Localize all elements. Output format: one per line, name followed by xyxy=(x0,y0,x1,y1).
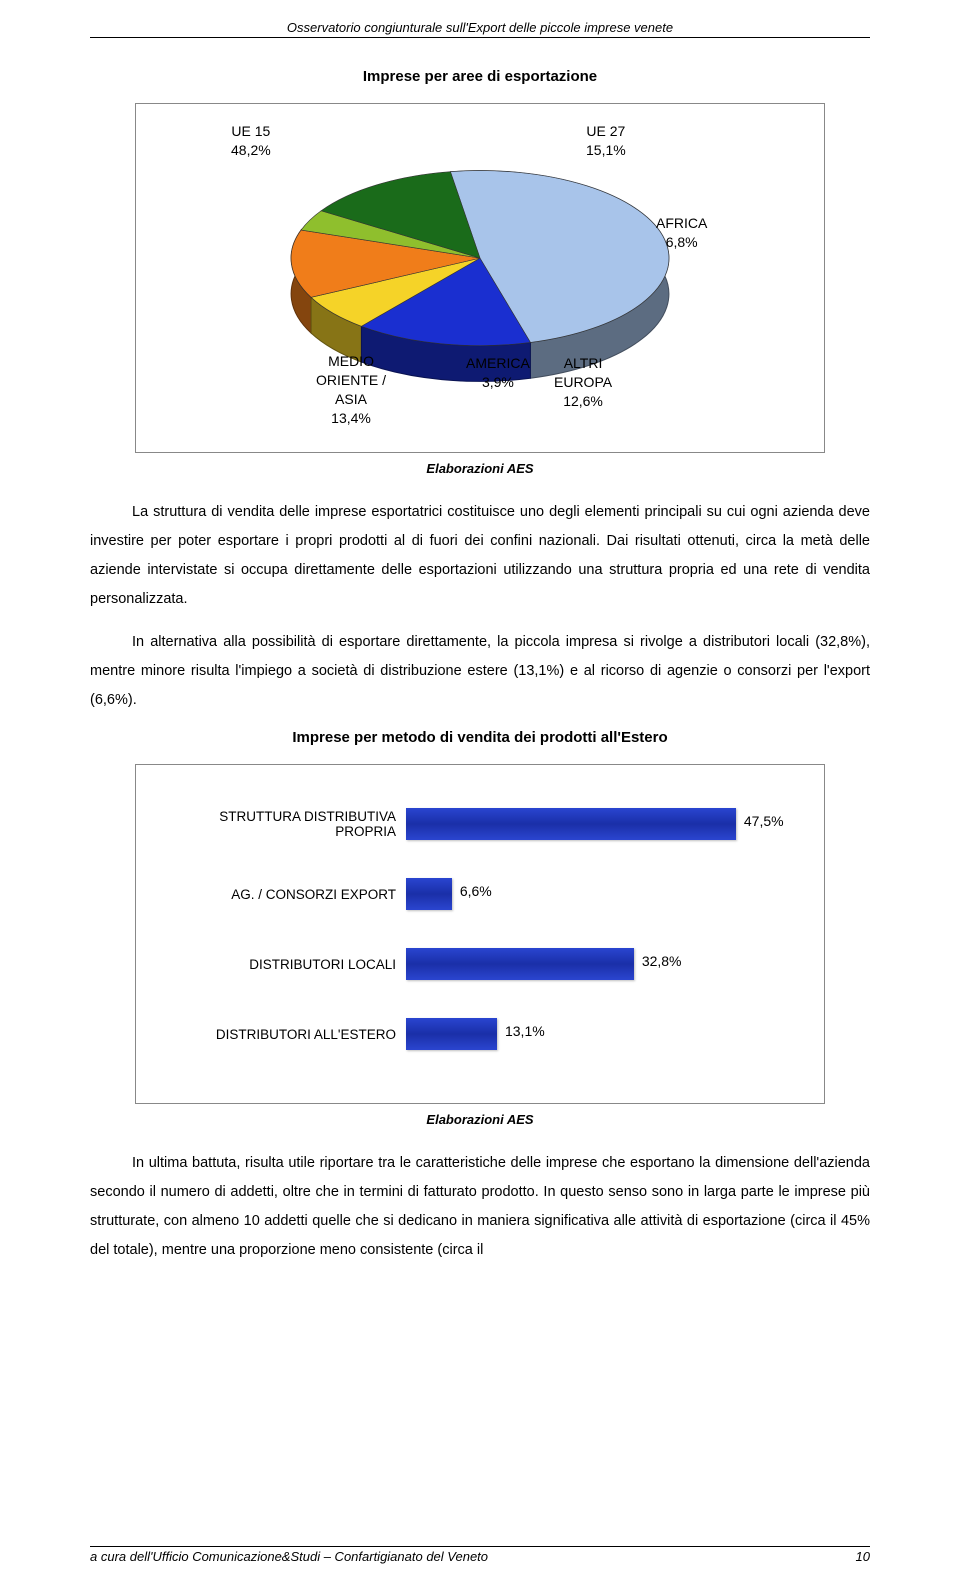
pie-slice-label: UE 2715,1% xyxy=(586,122,626,160)
page-footer: a cura dell'Ufficio Comunicazione&Studi … xyxy=(90,1546,870,1564)
bar-fill xyxy=(406,948,634,980)
bar-value-label: 32,8% xyxy=(642,953,682,969)
bar-fill xyxy=(406,878,452,910)
pie-chart: UE 1548,2% UE 2715,1% AFRICA6,8% ALTRIEUROP… xyxy=(135,103,825,453)
bar-category-label: DISTRIBUTORI LOCALI xyxy=(156,957,406,972)
bar-row: DISTRIBUTORI LOCALI 32,8% xyxy=(156,929,788,999)
bar-value-label: 6,6% xyxy=(460,883,492,899)
bar-category-label: DISTRIBUTORI ALL'ESTERO xyxy=(156,1027,406,1042)
pie-slice-label: AFRICA6,8% xyxy=(656,214,707,252)
bar-category-label: AG. / CONSORZI EXPORT xyxy=(156,887,406,902)
pie-chart-caption: Elaborazioni AES xyxy=(90,461,870,476)
pie-chart-title: Imprese per aree di esportazione xyxy=(90,68,870,85)
bar-row: STRUTTURA DISTRIBUTIVA PROPRIA 47,5% xyxy=(156,789,788,859)
paragraph-1: La struttura di vendita delle imprese es… xyxy=(90,498,870,614)
page-header: Osservatorio congiunturale sull'Export d… xyxy=(90,20,870,38)
bar-chart-caption: Elaborazioni AES xyxy=(90,1112,870,1127)
bar-chart-title: Imprese per metodo di vendita dei prodot… xyxy=(90,729,870,746)
document-page: Osservatorio congiunturale sull'Export d… xyxy=(0,0,960,1589)
paragraph-2: In alternativa alla possibilità di espor… xyxy=(90,628,870,715)
bar-chart: STRUTTURA DISTRIBUTIVA PROPRIA 47,5% AG. /… xyxy=(135,764,825,1104)
bar-row: AG. / CONSORZI EXPORT 6,6% xyxy=(156,859,788,929)
bar-fill xyxy=(406,808,736,840)
footer-page-number: 10 xyxy=(856,1549,870,1564)
pie-slice-label: MEDIOORIENTE /ASIA13,4% xyxy=(316,352,386,428)
bar-category-label: STRUTTURA DISTRIBUTIVA PROPRIA xyxy=(156,809,406,839)
bar-value-label: 47,5% xyxy=(744,813,784,829)
footer-text: a cura dell'Ufficio Comunicazione&Studi … xyxy=(90,1549,488,1564)
bar-row: DISTRIBUTORI ALL'ESTERO 13,1% xyxy=(156,999,788,1069)
paragraph-3: In ultima battuta, risulta utile riporta… xyxy=(90,1149,870,1265)
pie-slice-label: UE 1548,2% xyxy=(231,122,271,160)
pie-slice-label: AMERICA3,9% xyxy=(466,354,530,392)
pie-slice-label: ALTRIEUROPA12,6% xyxy=(554,354,612,411)
bar-fill xyxy=(406,1018,497,1050)
bar-value-label: 13,1% xyxy=(505,1023,545,1039)
